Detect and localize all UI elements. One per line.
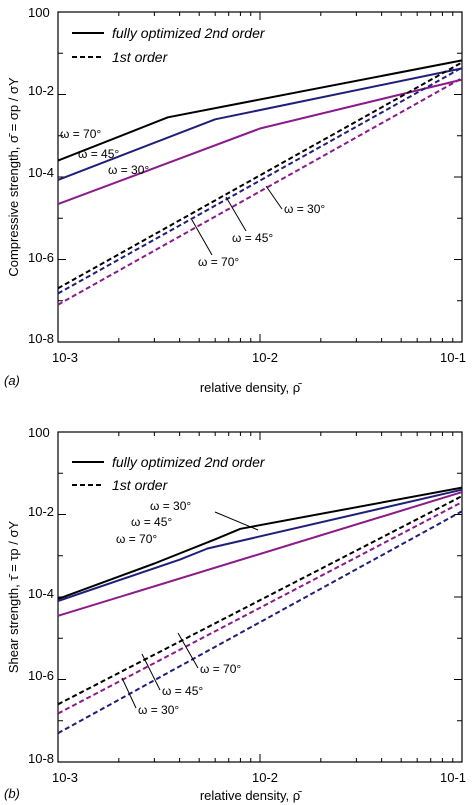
annotation-b-0: ω = 30°	[150, 499, 191, 513]
x-tick-label-a-0: 10-3	[52, 350, 78, 365]
series-a	[57, 59, 463, 306]
series-b	[57, 486, 463, 735]
panel-label-b: (b)	[4, 786, 20, 801]
annotation-b-3: ω = 70°	[200, 662, 241, 676]
legend-label-solid-b: fully optimized 2nd order	[112, 454, 266, 470]
x-tick-label-b-0: 10-3	[52, 770, 78, 785]
annotation-leader-a-5	[191, 219, 213, 256]
series-line-b-0	[57, 486, 463, 600]
panel-label-a: (a)	[4, 373, 20, 388]
legend-b: fully optimized 2nd order 1st order	[72, 454, 266, 493]
x-tick-label-b-1: 10-2	[252, 770, 278, 785]
series-line-b-3	[57, 495, 463, 706]
y-tick-label-b-4: 10-8	[28, 751, 54, 766]
legend-label-solid-a: fully optimized 2nd order	[112, 25, 266, 41]
y-tick-label-a-2: 10-4	[28, 165, 54, 180]
y-axis-title-b: Shear strength, τ̄ = τp / σY	[6, 520, 21, 673]
annotation-a-1: ω = 45°	[78, 147, 119, 161]
series-line-a-4	[57, 66, 463, 295]
series-line-b-2	[57, 491, 463, 617]
series-line-b-5	[57, 510, 463, 735]
series-line-a-1	[57, 67, 463, 181]
y-axis-title-a: Compressive strength, σ̄ = σp / σY	[6, 77, 21, 277]
annotation-leader-b-3	[177, 632, 199, 669]
y-tick-label-b-2: 10-4	[28, 586, 54, 601]
y-tick-label-a-1: 10-2	[28, 83, 54, 98]
annotation-leader-b-0	[214, 511, 259, 531]
panel-b: 100 10-2 10-4 10-6 10-8 10-3 10-2 10-1 r…	[4, 425, 466, 803]
annotations-b: ω = 30° ω = 45° ω = 70° ω = 70° ω = 45° …	[116, 499, 259, 717]
annotation-a-3: ω = 30°	[284, 202, 325, 216]
y-tick-label-a-4: 10-8	[28, 331, 54, 346]
annotation-b-1: ω = 45°	[131, 515, 172, 529]
series-line-a-3	[57, 61, 463, 290]
annotation-a-4: ω = 45°	[232, 231, 273, 245]
panel-a: 100 10-2 10-4 10-6 10-8 10-3 10-2 10-1 r…	[4, 5, 466, 395]
annotation-leader-b-5	[121, 677, 137, 709]
annotation-leader-a-4	[225, 196, 247, 232]
series-line-a-0	[57, 59, 463, 162]
annotation-leader-a-3	[265, 185, 283, 210]
series-line-a-5	[57, 77, 463, 306]
x-tick-label-a-1: 10-2	[252, 350, 278, 365]
annotation-b-5: ω = 30°	[138, 703, 179, 717]
y-tick-label-a-3: 10-6	[28, 250, 54, 265]
annotation-a-0: ω = 70°	[60, 127, 101, 141]
y-tick-label-b-1: 10-2	[28, 504, 54, 519]
annotations-a: ω = 70° ω = 45° ω = 30° ω = 30° ω = 45° …	[60, 127, 325, 269]
legend-a: fully optimized 2nd order 1st order	[72, 25, 266, 65]
y-tick-label-b-3: 10-6	[28, 668, 54, 683]
legend-label-dashed-a: 1st order	[112, 49, 169, 65]
y-tick-label-b-0: 100	[28, 425, 50, 440]
annotation-a-2: ω = 30°	[108, 163, 149, 177]
series-line-b-4	[57, 501, 463, 715]
x-axis-title-b: relative density, ρ̄	[200, 788, 302, 803]
x-axis-title-a: relative density, ρ̄	[200, 380, 302, 395]
series-line-a-2	[57, 78, 463, 206]
annotation-b-4: ω = 45°	[162, 684, 203, 698]
ticks-a	[57, 11, 463, 343]
annotation-b-2: ω = 70°	[116, 532, 157, 546]
legend-label-dashed-b: 1st order	[112, 477, 169, 493]
annotation-leader-b-4	[141, 653, 161, 691]
x-tick-label-b-2: 10-1	[440, 770, 466, 785]
y-tick-label-a-0: 100	[28, 5, 50, 20]
series-line-b-1	[57, 488, 463, 602]
x-tick-label-a-2: 10-1	[440, 350, 466, 365]
annotation-a-5: ω = 70°	[198, 255, 239, 269]
